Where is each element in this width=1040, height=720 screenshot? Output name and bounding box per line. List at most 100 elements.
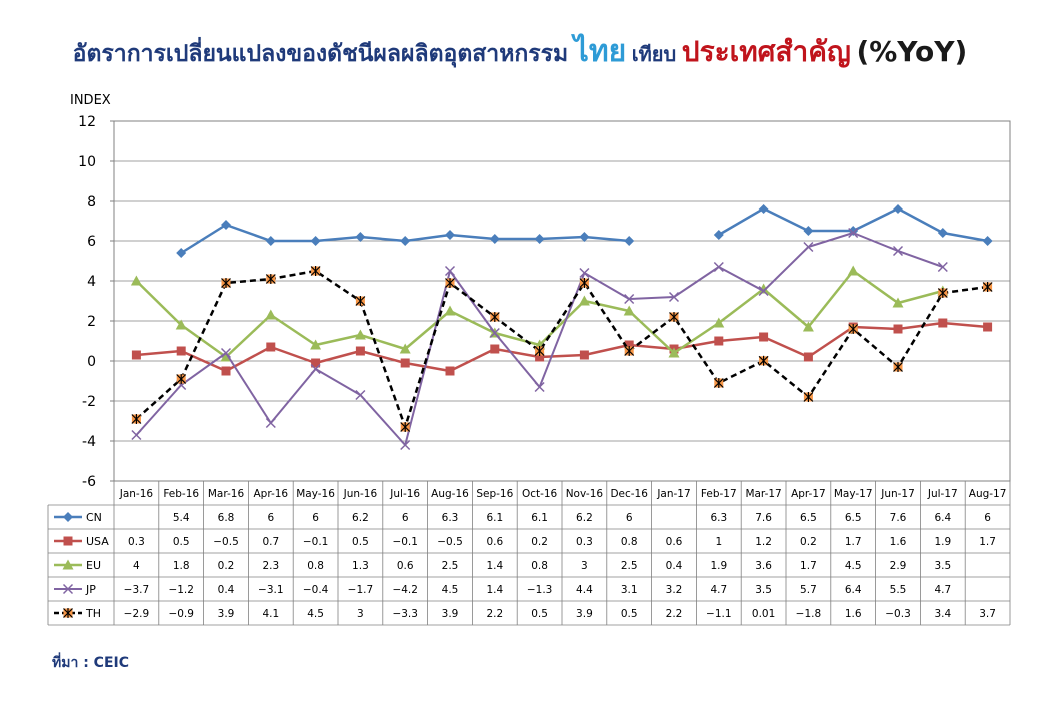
point-jp bbox=[892, 245, 904, 257]
series-usa bbox=[136, 321, 988, 373]
data-label-eu: 1.9 bbox=[710, 560, 727, 572]
data-label-eu: 0.8 bbox=[531, 560, 548, 572]
data-label-eu: 1.3 bbox=[352, 560, 369, 572]
point-jp bbox=[489, 327, 500, 339]
data-label-usa: 0.8 bbox=[621, 536, 638, 548]
data-label-cn: 6.5 bbox=[845, 512, 862, 524]
y-tick-label: 12 bbox=[78, 114, 96, 130]
point-cn bbox=[400, 236, 411, 246]
marker-diamond bbox=[400, 236, 411, 246]
data-label-eu: 1.4 bbox=[486, 560, 503, 572]
data-label-jp: −3.1 bbox=[258, 584, 284, 596]
x-tick-label: Aug-17 bbox=[969, 488, 1007, 500]
point-jp bbox=[220, 347, 232, 359]
data-label-cn: 6 bbox=[312, 512, 319, 524]
x-tick-label: Mar-17 bbox=[745, 488, 781, 500]
x-tick-label: Apr-16 bbox=[253, 488, 288, 500]
point-usa bbox=[131, 350, 141, 360]
x-tick-label: Apr-17 bbox=[791, 488, 826, 500]
marker-x bbox=[355, 389, 366, 401]
marker-triangle bbox=[265, 309, 277, 320]
plot-area bbox=[113, 120, 1011, 482]
marker-diamond bbox=[445, 230, 455, 240]
point-jp bbox=[713, 261, 724, 273]
data-label-eu: 0.4 bbox=[666, 560, 683, 572]
point-eu bbox=[892, 297, 904, 308]
data-label-jp: 5.7 bbox=[800, 584, 817, 596]
title-part1: อัตราการเปลี่ยนแปลงของดัชนีผลผลิตอุตสาหก… bbox=[72, 41, 569, 67]
data-label-eu: 1.8 bbox=[173, 560, 190, 572]
y-tick-label: 6 bbox=[87, 234, 96, 250]
point-eu bbox=[130, 275, 142, 286]
point-th bbox=[265, 274, 276, 284]
marker-x bbox=[624, 293, 635, 305]
marker-square bbox=[445, 366, 455, 376]
point-cn bbox=[445, 230, 455, 240]
marker-diamond bbox=[758, 204, 769, 214]
marker-diamond bbox=[221, 220, 231, 230]
point-usa bbox=[311, 358, 321, 368]
data-label-eu: 2.9 bbox=[890, 560, 907, 572]
point-usa bbox=[893, 324, 903, 334]
point-usa bbox=[938, 318, 948, 328]
marker-square bbox=[579, 350, 589, 360]
data-label-usa: 1.7 bbox=[979, 536, 996, 548]
data-label-cn: 7.6 bbox=[890, 512, 907, 524]
point-cn bbox=[355, 232, 366, 242]
legend-label-usa: USA bbox=[86, 535, 109, 548]
x-tick-label: Dec-16 bbox=[610, 488, 648, 500]
data-label-eu: 2.3 bbox=[262, 560, 279, 572]
marker-diamond bbox=[893, 204, 903, 214]
marker-x bbox=[668, 291, 680, 303]
data-label-eu: 0.6 bbox=[397, 560, 414, 572]
legend-marker-th bbox=[63, 608, 73, 618]
data-label-cn: 6 bbox=[626, 512, 633, 524]
point-usa bbox=[624, 340, 634, 350]
marker-diamond bbox=[355, 232, 366, 242]
data-label-jp: −0.4 bbox=[303, 584, 329, 596]
data-label-jp: −3.7 bbox=[124, 584, 150, 596]
data-label-th: 3 bbox=[357, 608, 364, 620]
marker-square bbox=[266, 342, 276, 352]
data-label-jp: −1.3 bbox=[527, 584, 553, 596]
data-label-eu: 3.6 bbox=[755, 560, 772, 572]
marker-x bbox=[444, 265, 456, 277]
data-label-eu: 2.5 bbox=[442, 560, 459, 572]
point-jp bbox=[624, 293, 635, 305]
data-label-jp: 3.2 bbox=[666, 584, 683, 596]
point-th bbox=[131, 414, 142, 424]
marker-x bbox=[579, 267, 590, 279]
x-tick-label: Jul-16 bbox=[389, 488, 420, 500]
point-usa bbox=[490, 344, 500, 354]
point-th bbox=[803, 392, 814, 402]
point-th bbox=[400, 422, 411, 432]
data-label-eu: 4.5 bbox=[845, 560, 862, 572]
point-jp bbox=[937, 261, 948, 273]
marker-triangle bbox=[713, 317, 725, 328]
data-label-eu: 2.5 bbox=[621, 560, 638, 572]
marker-x bbox=[892, 245, 904, 257]
data-label-th: −0.9 bbox=[168, 608, 194, 620]
point-cn bbox=[265, 236, 276, 246]
legend-marker-eu bbox=[62, 559, 74, 570]
data-label-usa: 1.6 bbox=[890, 536, 907, 548]
point-th bbox=[624, 346, 635, 356]
data-label-usa: 0.3 bbox=[576, 536, 593, 548]
series-line-usa bbox=[136, 321, 988, 373]
legend-label-cn: CN bbox=[86, 511, 102, 524]
point-cn bbox=[758, 204, 769, 214]
marker-x bbox=[848, 227, 859, 239]
point-usa bbox=[400, 358, 410, 368]
marker-triangle bbox=[354, 329, 366, 340]
y-tick-label: -4 bbox=[82, 434, 96, 450]
marker-triangle bbox=[668, 347, 680, 358]
x-tick-label: Sep-16 bbox=[476, 488, 513, 500]
point-jp bbox=[265, 417, 276, 429]
point-jp bbox=[131, 429, 142, 441]
point-cn bbox=[982, 236, 993, 246]
data-label-cn: 5.4 bbox=[173, 512, 190, 524]
marker-square bbox=[893, 324, 903, 334]
data-label-jp: 3.5 bbox=[755, 584, 772, 596]
point-eu bbox=[265, 309, 277, 320]
